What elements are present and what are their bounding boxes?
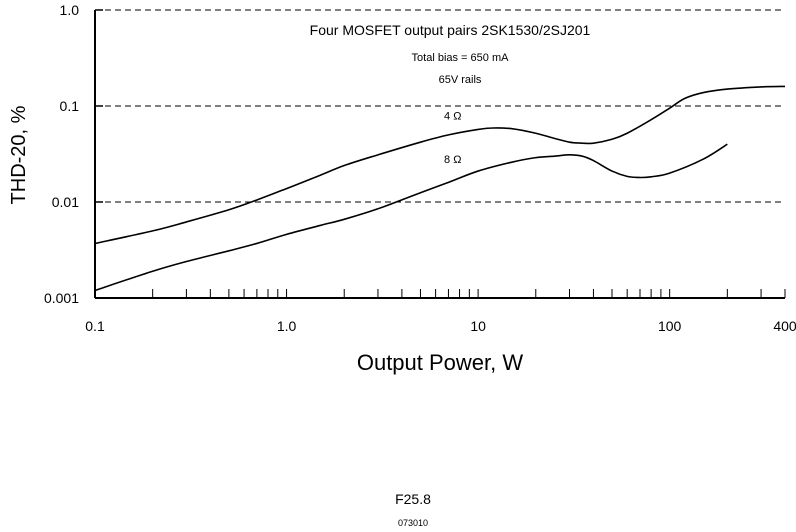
y-tick-label: 0.001 — [44, 290, 79, 306]
gridlines — [95, 9, 785, 203]
x-tick-label: 1.0 — [277, 318, 297, 334]
figure-code: 073010 — [397, 518, 429, 528]
thd-chart: Four MOSFET output pairs 2SK1530/2SJ201 … — [8, 2, 796, 375]
annotation-heading: Four MOSFET output pairs 2SK1530/2SJ201 — [310, 22, 591, 38]
series-line-1 — [94, 85, 786, 245]
annotation-rails: 65V rails — [439, 74, 482, 86]
series-lines — [94, 85, 786, 292]
y-tick-label: 0.1 — [60, 98, 80, 114]
x-tick-label: 400 — [773, 318, 796, 334]
axis-ticks — [94, 9, 786, 299]
figure-id: F25.8 — [395, 491, 431, 507]
x-tick-label: 100 — [658, 318, 682, 334]
annotation-bias: Total bias = 650 mA — [412, 52, 510, 64]
series-line-2 — [94, 143, 728, 292]
x-axis-title: Output Power, W — [357, 350, 524, 375]
chart-text: Four MOSFET output pairs 2SK1530/2SJ201 … — [8, 2, 796, 375]
series-label-1: 4 Ω — [444, 110, 461, 122]
x-tick-label: 0.1 — [85, 318, 105, 334]
y-tick-label: 0.01 — [52, 194, 79, 210]
y-axis-title: THD-20, % — [8, 105, 30, 204]
series-label-2: 8 Ω — [444, 154, 461, 166]
y-tick-label: 1.0 — [60, 2, 80, 18]
x-tick-label: 10 — [470, 318, 486, 334]
